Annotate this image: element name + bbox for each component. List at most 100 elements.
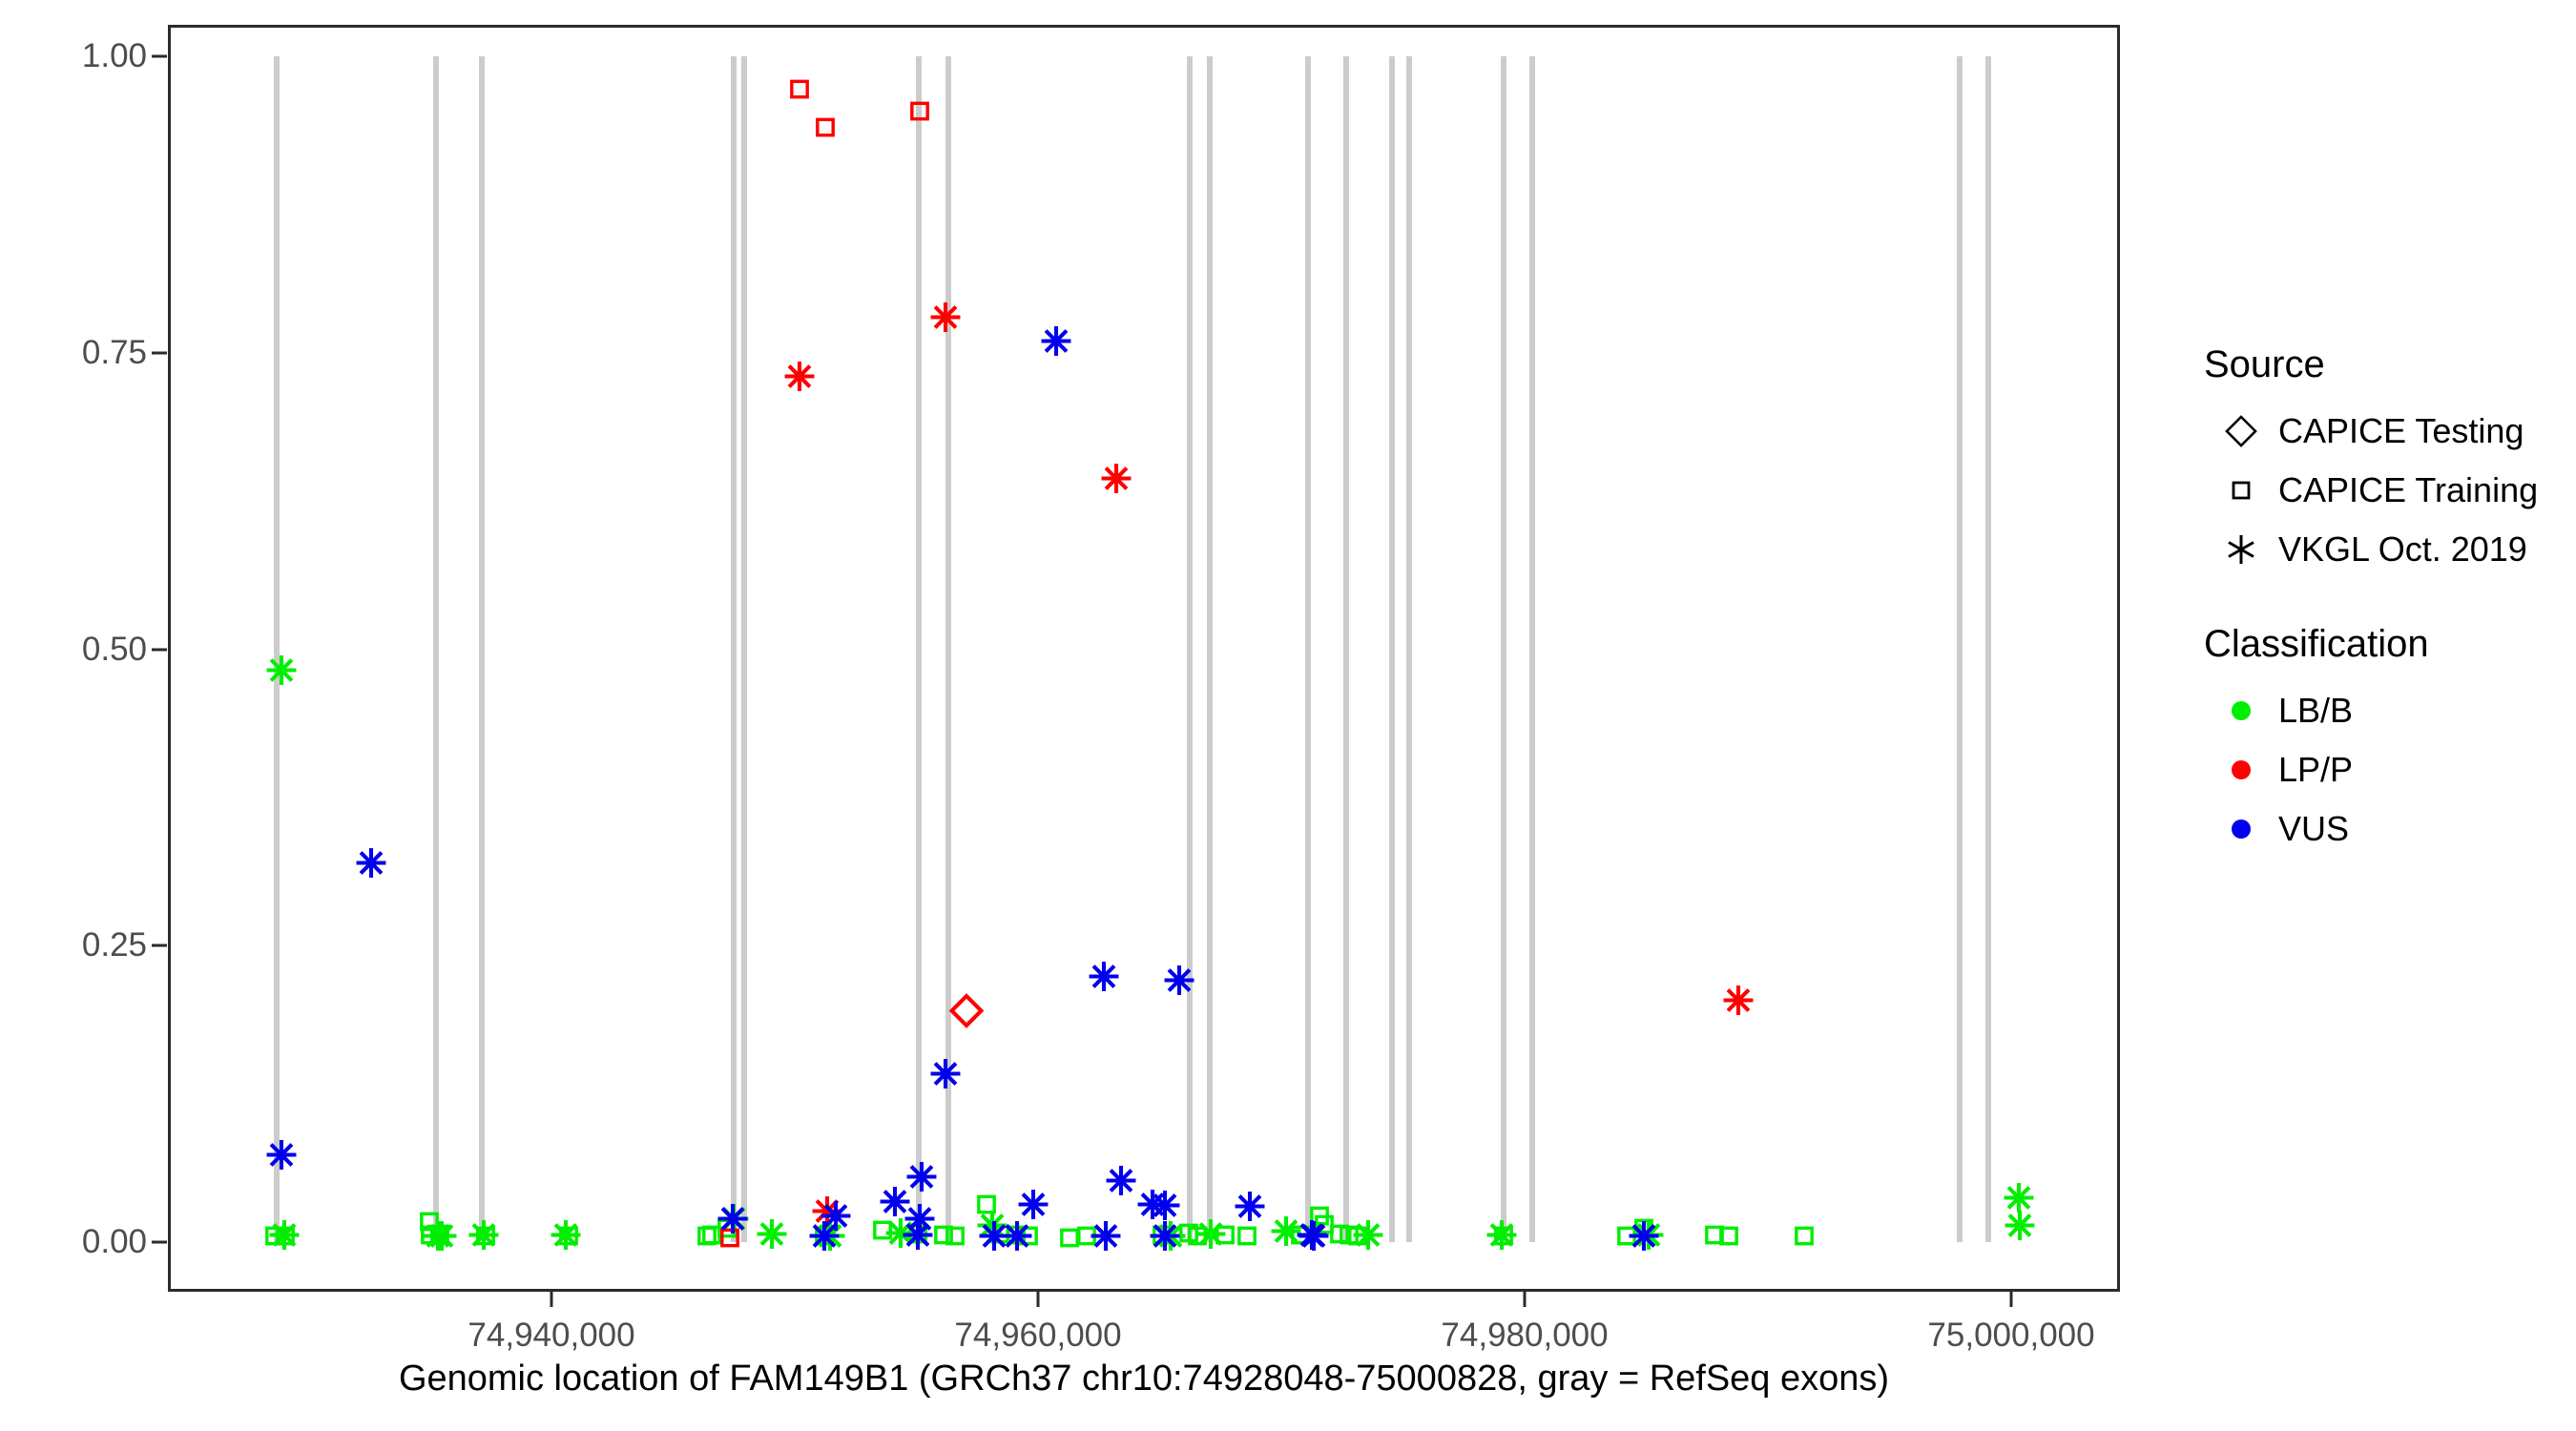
x-tick-mark [2009, 1292, 2013, 1307]
y-tick-label: 0.50 [81, 630, 147, 668]
data-point-vus [975, 1217, 1013, 1260]
asterisk-icon [2204, 529, 2278, 570]
legend-item-capice-testing[interactable]: CAPICE Testing [2204, 402, 2566, 461]
data-point-vus [1037, 321, 1075, 364]
legend: Source CAPICE Testing CAPICE Training [2204, 343, 2566, 902]
y-tick-label: 0.00 [81, 1223, 147, 1260]
data-point-vus [1231, 1188, 1269, 1231]
x-tick-mark [550, 1292, 553, 1307]
dot-icon-lbb [2204, 690, 2278, 732]
legend-group-source: Source CAPICE Testing CAPICE Training [2204, 343, 2566, 579]
legend-title-classification: Classification [2204, 623, 2429, 665]
exon-bar [1187, 56, 1194, 1242]
exon-bar [274, 56, 280, 1242]
dot-icon-lpp [2204, 749, 2278, 791]
data-point-lbb [929, 1221, 958, 1255]
exon-bar [1342, 56, 1349, 1242]
data-point-lbb [1700, 1221, 1729, 1255]
plot-area [168, 25, 2120, 1292]
dot-icon-vus [2204, 808, 2278, 850]
legend-label-capice-training: CAPICE Training [2278, 470, 2539, 509]
data-point-lbb [1310, 1210, 1339, 1243]
y-tick-mark [152, 944, 167, 947]
data-point-vus [352, 843, 390, 886]
x-tick-label: 74,960,000 [954, 1317, 1122, 1354]
data-point-lbb [972, 1190, 1001, 1223]
legend-group-classification: Classification LB/B LP/P VUS [2204, 623, 2566, 859]
y-tick-label: 1.00 [81, 37, 147, 74]
data-point-lbb [1630, 1213, 1658, 1247]
legend-title-source: Source [2204, 343, 2325, 385]
data-point-lbb [547, 1216, 585, 1259]
data-point-lbb [1002, 1221, 1030, 1255]
y-tick-mark [152, 54, 167, 58]
data-point-lbb [471, 1222, 500, 1255]
exon-bar [1206, 56, 1213, 1242]
data-point-vus [998, 1217, 1036, 1260]
data-point-lbb [1233, 1222, 1261, 1255]
data-point-vus [262, 1135, 301, 1178]
y-tick-mark [152, 351, 167, 355]
data-point-lbb [2001, 1207, 2039, 1250]
x-tick-label: 75,000,000 [1927, 1317, 2095, 1354]
data-point-lbb [1630, 1216, 1668, 1259]
data-point-lbb [1790, 1222, 1818, 1255]
diamond-outline-icon [2204, 410, 2278, 452]
data-point-lbb [1349, 1216, 1387, 1259]
x-tick-mark [1036, 1292, 1040, 1307]
data-point-lbb [416, 1221, 445, 1255]
data-point-lpp [947, 992, 986, 1035]
data-point-lbb [868, 1216, 897, 1250]
data-point-vus [1293, 1216, 1331, 1259]
legend-item-vkgl[interactable]: VKGL Oct. 2019 [2204, 520, 2566, 579]
data-point-lbb [1714, 1222, 1743, 1255]
legend-label-lpp: LP/P [2278, 750, 2354, 789]
legend-item-capice-training[interactable]: CAPICE Training [2204, 461, 2566, 520]
data-point-lbb [986, 1219, 1014, 1253]
data-point-lbb [1072, 1222, 1101, 1255]
data-point-lbb [2000, 1179, 2038, 1222]
legend-label-vkgl: VKGL Oct. 2019 [2278, 529, 2527, 569]
data-point-lpp [785, 75, 814, 109]
data-point-lbb [554, 1222, 583, 1255]
panel-border [168, 25, 2120, 1292]
legend-item-vus[interactable]: VUS [2204, 799, 2566, 859]
exon-bar [1957, 56, 1963, 1242]
data-point-lbb [1014, 1222, 1043, 1255]
data-point-lbb [426, 1219, 454, 1253]
legend-label-capice-testing: CAPICE Testing [2278, 411, 2524, 450]
data-point-lbb [1152, 1217, 1190, 1260]
data-point-lbb [262, 652, 301, 695]
data-point-vus [876, 1183, 914, 1226]
x-tick-label: 74,940,000 [467, 1317, 635, 1354]
data-point-vus [1085, 958, 1123, 1001]
data-point-lpp [780, 358, 819, 401]
legend-label-vus: VUS [2278, 809, 2350, 848]
exon-bar [1528, 56, 1535, 1242]
data-point-vus [805, 1217, 843, 1260]
data-point-lbb [1267, 1213, 1305, 1255]
data-point-vus [1133, 1185, 1172, 1228]
data-point-lbb [810, 1222, 839, 1255]
data-point-vus [1295, 1217, 1333, 1260]
data-point-vus [817, 1197, 855, 1240]
legend-item-lbb[interactable]: LB/B [2204, 681, 2566, 740]
data-point-lpp [1719, 981, 1757, 1024]
data-point-vus [1102, 1161, 1140, 1204]
exon-bar [740, 56, 747, 1242]
data-point-vus [1146, 1217, 1184, 1260]
exon-bar [945, 56, 951, 1242]
square-outline-icon [2204, 469, 2278, 511]
y-tick-label: 0.75 [81, 333, 147, 371]
legend-item-lpp[interactable]: LP/P [2204, 740, 2566, 799]
exon-bar [1305, 56, 1312, 1242]
data-point-lpp [811, 114, 840, 147]
exon-bar [1405, 56, 1412, 1242]
legend-label-lbb: LB/B [2278, 691, 2354, 730]
data-point-lbb [1612, 1222, 1641, 1255]
data-point-vus [1014, 1185, 1052, 1228]
data-point-lpp [1097, 459, 1135, 502]
data-point-lbb [415, 1208, 444, 1241]
data-point-lbb [1211, 1221, 1239, 1255]
